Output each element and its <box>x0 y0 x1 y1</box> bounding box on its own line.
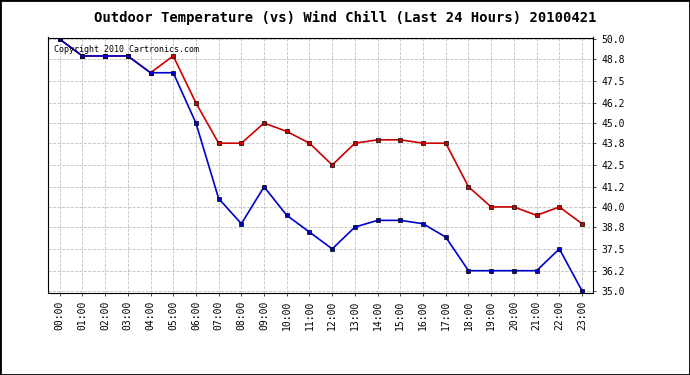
Text: Copyright 2010 Cartronics.com: Copyright 2010 Cartronics.com <box>54 45 199 54</box>
Text: Outdoor Temperature (vs) Wind Chill (Last 24 Hours) 20100421: Outdoor Temperature (vs) Wind Chill (Las… <box>94 11 596 26</box>
